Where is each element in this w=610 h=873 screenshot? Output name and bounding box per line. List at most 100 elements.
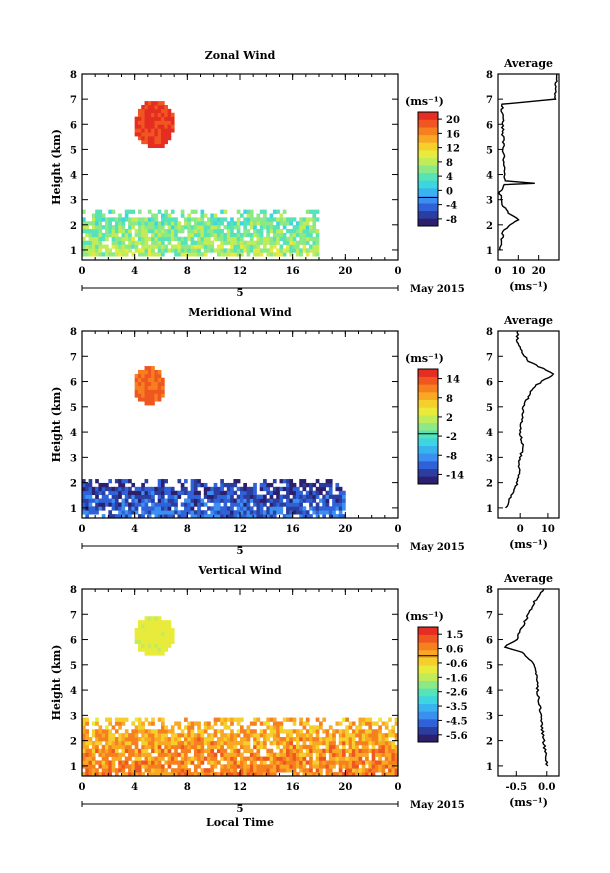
heatmap-cells <box>82 366 346 519</box>
heatmap-cell <box>82 717 86 722</box>
heatmap-cell <box>157 221 162 226</box>
heatmap-cell <box>82 225 86 230</box>
heatmap-cell <box>249 217 254 222</box>
heatmap-cell <box>216 490 221 496</box>
heatmap-cell <box>391 729 396 734</box>
heatmap-cell <box>272 729 277 734</box>
heatmap-cell <box>322 740 326 746</box>
heatmap-cell <box>315 506 320 511</box>
heatmap-cell <box>312 498 317 503</box>
heatmap-cell <box>180 225 185 230</box>
heatmap-cell <box>249 764 254 769</box>
heatmap-cell <box>378 756 382 761</box>
heatmap-cell <box>141 244 145 249</box>
heatmap-cell <box>203 229 208 234</box>
heatmap-cell <box>105 502 109 507</box>
heatmap-cell <box>259 764 264 769</box>
heatmap-cell <box>95 748 99 754</box>
heatmap-cell <box>187 725 192 730</box>
heatmap-cell <box>335 772 340 777</box>
heatmap-cell <box>141 136 145 141</box>
x-tick-label: 16 <box>286 782 300 793</box>
heatmap-cell <box>154 373 159 379</box>
colorbar-swatch <box>418 438 438 446</box>
heatmap-cell <box>95 721 99 726</box>
colorbar-swatch <box>418 468 438 477</box>
average-title: Average <box>503 57 553 70</box>
heatmap-cell <box>108 248 113 253</box>
heatmap-cell <box>263 221 267 226</box>
heatmap-cell <box>118 482 122 488</box>
heatmap-cell <box>141 105 145 110</box>
heatmap-cell <box>98 225 103 230</box>
heatmap-cell <box>164 752 168 757</box>
heatmap-cell <box>95 248 99 253</box>
heatmap-cell <box>213 744 218 750</box>
heatmap-cell <box>167 240 172 245</box>
heatmap-cell <box>246 506 251 511</box>
heatmap-cell <box>246 209 251 214</box>
heatmap-cell <box>101 236 106 242</box>
heatmap-cell <box>233 498 238 503</box>
heatmap-cell <box>98 221 103 226</box>
heatmap-cell <box>240 486 244 492</box>
heatmap-cell <box>114 744 119 750</box>
heatmap-cell <box>167 213 172 218</box>
heatmap-cell <box>161 132 165 137</box>
heatmap-cell <box>151 647 155 652</box>
y-tick-label: 1 <box>70 504 77 515</box>
heatmap-cell <box>305 225 310 230</box>
heatmap-cell <box>88 244 93 249</box>
heatmap-cell <box>203 729 208 734</box>
heatmap-cell <box>332 756 336 761</box>
heatmap-cell <box>137 369 142 375</box>
heatmap-cell <box>177 725 182 730</box>
heatmap-cell <box>371 752 376 757</box>
heatmap-cell <box>187 729 192 734</box>
heatmap-cell <box>161 217 165 222</box>
heatmap-cell <box>187 502 192 507</box>
heatmap-cell <box>319 721 323 726</box>
heatmap-cell <box>269 244 274 249</box>
heatmap-cell <box>345 737 350 742</box>
heatmap-cell <box>121 717 126 722</box>
heatmap-cell <box>325 748 330 754</box>
heatmap-cell <box>161 143 165 149</box>
heatmap-cell <box>98 729 103 734</box>
heatmap-cell <box>263 209 267 214</box>
heatmap-cell <box>302 479 307 484</box>
heatmap-cell <box>203 240 208 245</box>
heatmap-cell <box>226 764 231 769</box>
heatmap-cell <box>161 733 165 738</box>
heatmap-cell <box>322 510 326 515</box>
heatmap-cell <box>249 756 254 761</box>
heatmap-cell <box>246 764 251 769</box>
heatmap-cell <box>309 760 313 765</box>
heatmap-cell <box>177 514 182 519</box>
heatmap-cell <box>101 729 106 734</box>
heatmap-cell <box>263 240 267 245</box>
heatmap-cell <box>157 105 162 110</box>
heatmap-cell <box>154 733 159 738</box>
heatmap-cell <box>121 248 126 253</box>
heatmap-cell <box>154 101 159 106</box>
heatmap-cell <box>85 486 89 492</box>
heatmap-cell <box>137 116 142 121</box>
heatmap-cell <box>91 510 96 515</box>
heatmap-cell <box>157 631 162 637</box>
heatmap-cell <box>174 252 178 257</box>
heatmap-cell <box>203 772 208 777</box>
heatmap-cell <box>177 768 182 773</box>
average-y-tick-label: 6 <box>486 636 493 647</box>
heatmap-cell <box>151 627 155 633</box>
heatmap-cell <box>368 721 373 726</box>
heatmap-cell <box>147 132 152 137</box>
heatmap-cell <box>161 112 165 118</box>
heatmap-cell <box>134 772 139 777</box>
heatmap-cell <box>101 768 106 773</box>
heatmap-cell <box>220 486 224 492</box>
heatmap-cell <box>131 510 136 515</box>
heatmap-cell <box>161 213 165 218</box>
heatmap-cell <box>302 760 307 765</box>
heatmap-cell <box>315 232 320 238</box>
